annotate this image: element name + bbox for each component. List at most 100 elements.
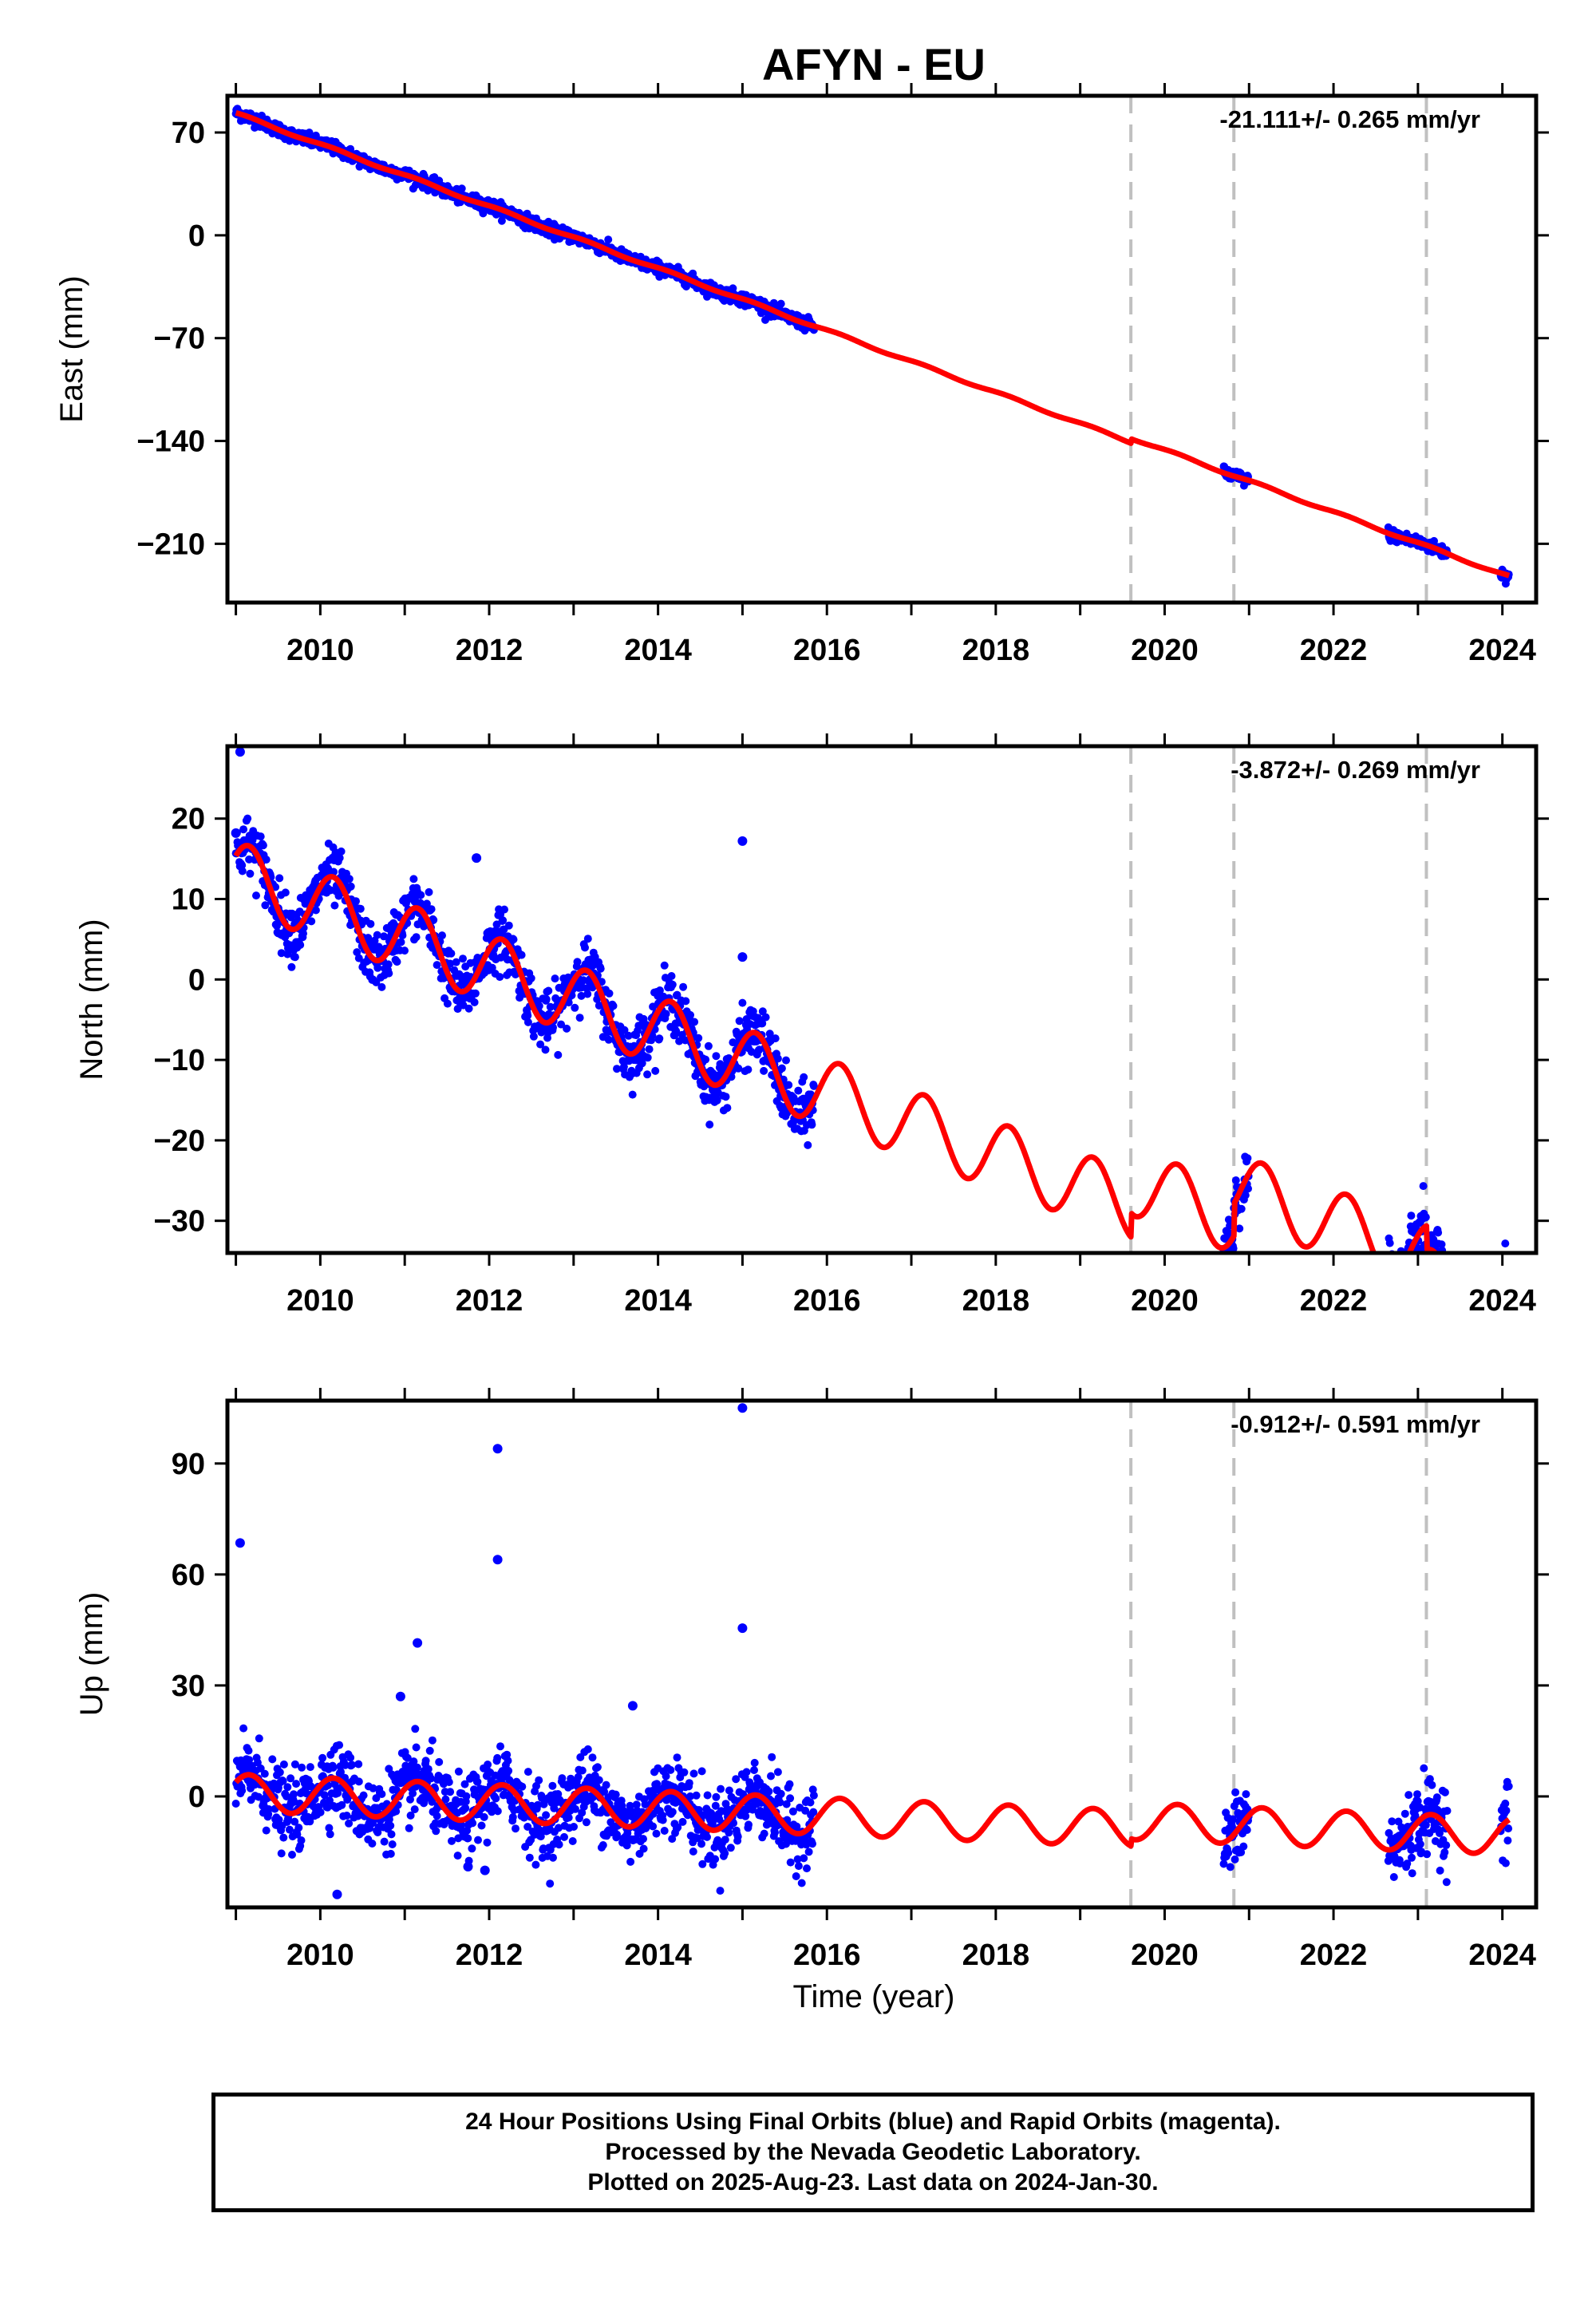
data-point: [318, 1753, 327, 1762]
data-point: [535, 1776, 543, 1784]
data-point: [1442, 1268, 1450, 1276]
data-point: [1440, 1788, 1449, 1796]
data-point: [626, 1857, 635, 1866]
data-point: [1406, 1255, 1414, 1263]
north-xtick-label: 2018: [962, 1284, 1030, 1318]
data-point: [697, 1767, 706, 1776]
data-point: [563, 1024, 571, 1033]
data-point: [346, 882, 355, 891]
data-point: [329, 1763, 338, 1772]
data-point: [548, 1781, 557, 1790]
data-point: [1406, 1258, 1414, 1266]
data-point: [330, 901, 339, 910]
data-point: [1407, 1211, 1416, 1220]
data-point: [1408, 1279, 1416, 1287]
data-point: [723, 1104, 732, 1113]
data-point: [438, 931, 446, 940]
data-point: [504, 921, 513, 930]
data-point: [806, 1798, 815, 1807]
data-point: [738, 998, 747, 1007]
data-point: [508, 1812, 517, 1821]
east-plot-area: [231, 96, 1513, 603]
north-rate-label: -3.872+/- 0.269 mm/yr: [1231, 756, 1480, 784]
data-point: [306, 1763, 314, 1772]
data-point: [1391, 1269, 1399, 1277]
data-point: [1440, 1275, 1448, 1282]
data-point: [782, 1056, 790, 1065]
data-point: [444, 1778, 453, 1786]
data-point: [745, 1820, 753, 1829]
data-point: [428, 1736, 437, 1745]
data-point: [542, 1811, 551, 1820]
data-point: [800, 1073, 808, 1081]
data-point: [596, 964, 605, 973]
data-point: [346, 144, 355, 153]
data-point: [525, 1853, 534, 1862]
data-point: [1395, 1277, 1403, 1285]
data-point: [1419, 1182, 1428, 1191]
data-point: [239, 825, 248, 834]
data-point: [453, 1852, 462, 1860]
data-point: [609, 1002, 618, 1010]
data-point: [1436, 1261, 1444, 1269]
data-point: [1420, 1764, 1428, 1773]
data-point: [474, 1836, 482, 1844]
data-point: [557, 1020, 566, 1029]
data-point: [673, 1753, 681, 1762]
data-point: [354, 1777, 363, 1786]
data-point: [1388, 1258, 1396, 1266]
data-point: [259, 841, 267, 850]
data-point: [803, 1864, 811, 1873]
north-ytick-label: 0: [188, 963, 205, 997]
north-xtick-label: 2012: [456, 1284, 523, 1318]
data-point: [776, 299, 785, 308]
data-point: [352, 897, 360, 906]
data-point: [464, 1004, 473, 1013]
data-point: [285, 1825, 294, 1834]
outlier-point: [332, 1889, 342, 1899]
data-point: [373, 963, 382, 972]
data-point: [493, 1753, 502, 1762]
data-point: [750, 1766, 758, 1774]
data-point: [660, 1827, 669, 1835]
up-ytick-label: 0: [188, 1780, 205, 1814]
east-axes-frame: [225, 93, 1539, 605]
data-point: [359, 1791, 368, 1800]
data-point: [517, 951, 526, 959]
data-point: [1504, 1782, 1513, 1791]
data-point: [785, 1780, 794, 1788]
data-point: [1389, 1873, 1398, 1881]
data-point: [668, 980, 677, 989]
up-xtick-label: 2020: [1131, 1939, 1199, 1972]
data-point: [1423, 1850, 1432, 1859]
data-point: [354, 1760, 363, 1769]
data-point: [800, 1854, 808, 1863]
up-plot-area: [231, 1401, 1513, 1907]
data-point: [764, 1787, 773, 1796]
data-point: [652, 1829, 661, 1838]
data-point: [717, 1784, 725, 1793]
data-point: [1385, 1239, 1394, 1247]
data-point: [275, 874, 284, 883]
data-point: [464, 1834, 472, 1843]
data-point: [568, 1837, 577, 1845]
data-point: [268, 1755, 277, 1764]
data-point: [1440, 1278, 1448, 1286]
data-point: [804, 1848, 813, 1856]
data-point: [518, 1782, 527, 1791]
east-xtick-label: 2018: [962, 634, 1030, 667]
data-point: [1393, 1306, 1401, 1314]
data-point: [1501, 1239, 1510, 1248]
north-ytick-label: 20: [172, 803, 205, 836]
data-point: [405, 1824, 413, 1832]
data-point: [380, 1837, 389, 1846]
data-point: [692, 1791, 701, 1800]
data-point: [373, 931, 381, 939]
data-point: [1397, 1259, 1405, 1267]
data-point: [401, 947, 409, 955]
data-point: [794, 1862, 803, 1871]
data-point: [808, 1120, 816, 1129]
north-ytick-label: 10: [172, 883, 205, 917]
data-point: [412, 1743, 421, 1752]
